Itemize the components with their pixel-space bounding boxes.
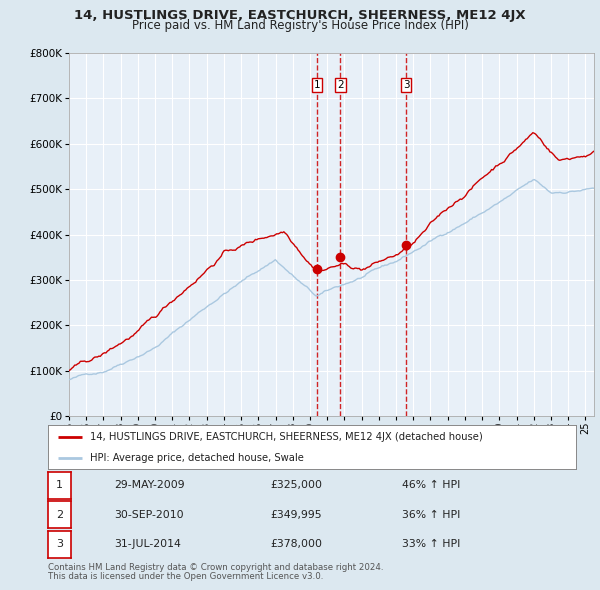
Text: HPI: Average price, detached house, Swale: HPI: Average price, detached house, Swal… [90, 453, 304, 463]
Text: 3: 3 [56, 539, 63, 549]
Text: 3: 3 [403, 80, 409, 90]
Text: 14, HUSTLINGS DRIVE, EASTCHURCH, SHEERNESS, ME12 4JX: 14, HUSTLINGS DRIVE, EASTCHURCH, SHEERNE… [74, 9, 526, 22]
Text: 14, HUSTLINGS DRIVE, EASTCHURCH, SHEERNESS, ME12 4JX (detached house): 14, HUSTLINGS DRIVE, EASTCHURCH, SHEERNE… [90, 432, 483, 442]
Text: 46% ↑ HPI: 46% ↑ HPI [402, 480, 460, 490]
Text: 2: 2 [56, 510, 63, 520]
Text: 30-SEP-2010: 30-SEP-2010 [114, 510, 184, 520]
Text: 29-MAY-2009: 29-MAY-2009 [114, 480, 185, 490]
Text: 2: 2 [337, 80, 343, 90]
Text: £378,000: £378,000 [270, 539, 322, 549]
Text: 33% ↑ HPI: 33% ↑ HPI [402, 539, 460, 549]
Text: £325,000: £325,000 [270, 480, 322, 490]
Text: 1: 1 [56, 480, 63, 490]
Text: Price paid vs. HM Land Registry's House Price Index (HPI): Price paid vs. HM Land Registry's House … [131, 19, 469, 32]
Text: This data is licensed under the Open Government Licence v3.0.: This data is licensed under the Open Gov… [48, 572, 323, 581]
Text: 1: 1 [314, 80, 320, 90]
Text: 36% ↑ HPI: 36% ↑ HPI [402, 510, 460, 520]
Text: Contains HM Land Registry data © Crown copyright and database right 2024.: Contains HM Land Registry data © Crown c… [48, 563, 383, 572]
Text: £349,995: £349,995 [270, 510, 322, 520]
Text: 31-JUL-2014: 31-JUL-2014 [114, 539, 181, 549]
